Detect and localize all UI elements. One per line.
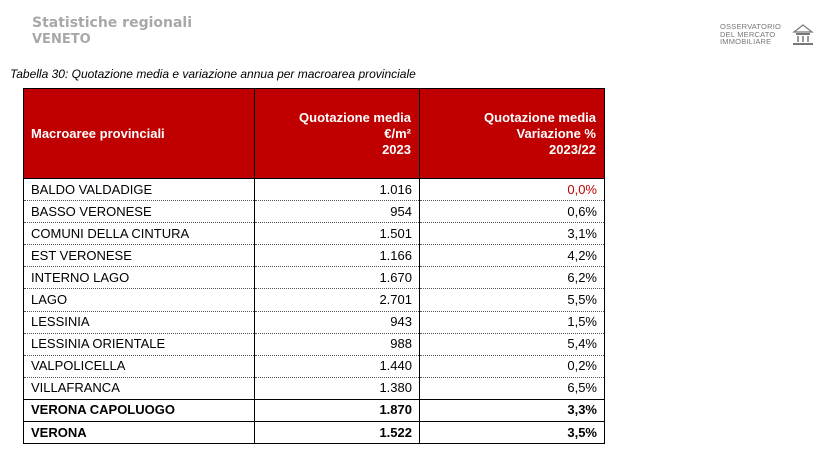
table-row: COMUNI DELLA CINTURA 1.501 3,1% xyxy=(23,222,605,246)
section-title: Statistiche regionali xyxy=(32,15,193,31)
row-variation: 4,2% xyxy=(419,244,605,268)
row-value: 1.016 xyxy=(254,178,420,202)
row-value: 943 xyxy=(254,311,420,334)
row-variation: 1,5% xyxy=(419,311,605,334)
table-row: BASSO VERONESE 954 0,6% xyxy=(23,200,605,224)
row-variation: 0,6% xyxy=(419,200,605,224)
row-name: LESSINIA ORIENTALE xyxy=(23,333,255,356)
row-value: 2.701 xyxy=(254,288,420,312)
row-variation: 3,1% xyxy=(419,222,605,246)
row-value: 988 xyxy=(254,333,420,356)
row-variation: 6,2% xyxy=(419,266,605,290)
row-value: 1.522 xyxy=(254,421,420,445)
building-icon xyxy=(792,24,814,45)
row-value: 1.166 xyxy=(254,244,420,268)
table-row: INTERNO LAGO 1.670 6,2% xyxy=(23,266,605,290)
row-name: INTERNO LAGO xyxy=(23,266,255,290)
logo-text: OSSERVATORIO DEL MERCATO IMMOBILIARE xyxy=(720,23,781,46)
row-variation: 5,5% xyxy=(419,288,605,312)
table-caption: Tabella 30: Quotazione media e variazion… xyxy=(10,67,416,81)
col-header-macroarea: Macroaree provinciali xyxy=(23,88,255,179)
row-name: COMUNI DELLA CINTURA xyxy=(23,222,255,246)
row-value: 1.380 xyxy=(254,377,420,400)
table-row: VILLAFRANCA 1.380 6,5% xyxy=(23,377,605,400)
row-variation: 0,2% xyxy=(419,355,605,378)
row-value: 954 xyxy=(254,200,420,224)
omi-logo: OSSERVATORIO DEL MERCATO IMMOBILIARE xyxy=(720,23,820,51)
table-row: LAGO 2.701 5,5% xyxy=(23,288,605,312)
table-row-total: VERONA 1.522 3,5% xyxy=(23,421,605,445)
row-name: VALPOLICELLA xyxy=(23,355,255,378)
row-name: EST VERONESE xyxy=(23,244,255,268)
logo-line-2: DEL MERCATO xyxy=(720,29,776,39)
table-row: EST VERONESE 1.166 4,2% xyxy=(23,244,605,268)
row-variation: 5,4% xyxy=(419,333,605,356)
col-header-variazione: Quotazione media Variazione % 2023/22 xyxy=(419,88,605,179)
table-header-row: Macroaree provinciali Quotazione media €… xyxy=(23,88,605,179)
row-name: BALDO VALDADIGE xyxy=(23,178,255,202)
region-title: VENETO xyxy=(32,32,91,47)
row-variation: 0,0% xyxy=(419,178,605,202)
table-row: BALDO VALDADIGE 1.016 0,0% xyxy=(23,178,605,202)
table-row: LESSINIA 943 1,5% xyxy=(23,311,605,334)
row-value: 1.870 xyxy=(254,398,420,423)
quotation-table: Macroaree provinciali Quotazione media €… xyxy=(23,88,605,445)
row-value: 1.670 xyxy=(254,266,420,290)
row-variation: 6,5% xyxy=(419,377,605,400)
row-name: VERONA xyxy=(23,421,255,445)
logo-line-1: OSSERVATORIO xyxy=(720,22,782,31)
table-row-capoluogo: VERONA CAPOLUOGO 1.870 3,3% xyxy=(23,398,605,423)
table-row: VALPOLICELLA 1.440 0,2% xyxy=(23,355,605,378)
row-name: LESSINIA xyxy=(23,311,255,334)
row-name: VILLAFRANCA xyxy=(23,377,255,400)
table-row: LESSINIA ORIENTALE 988 5,4% xyxy=(23,333,605,356)
row-variation: 3,5% xyxy=(419,421,605,445)
row-value: 1.440 xyxy=(254,355,420,378)
row-name: BASSO VERONESE xyxy=(23,200,255,224)
logo-line-3: IMMOBILIARE xyxy=(720,37,772,46)
row-name: VERONA CAPOLUOGO xyxy=(23,398,255,423)
row-value: 1.501 xyxy=(254,222,420,246)
row-variation: 3,3% xyxy=(419,398,605,423)
col-header-quotazione: Quotazione media €/m² 2023 xyxy=(254,88,420,179)
page-header: Statistiche regionali VENETO xyxy=(32,15,192,48)
row-name: LAGO xyxy=(23,288,255,312)
